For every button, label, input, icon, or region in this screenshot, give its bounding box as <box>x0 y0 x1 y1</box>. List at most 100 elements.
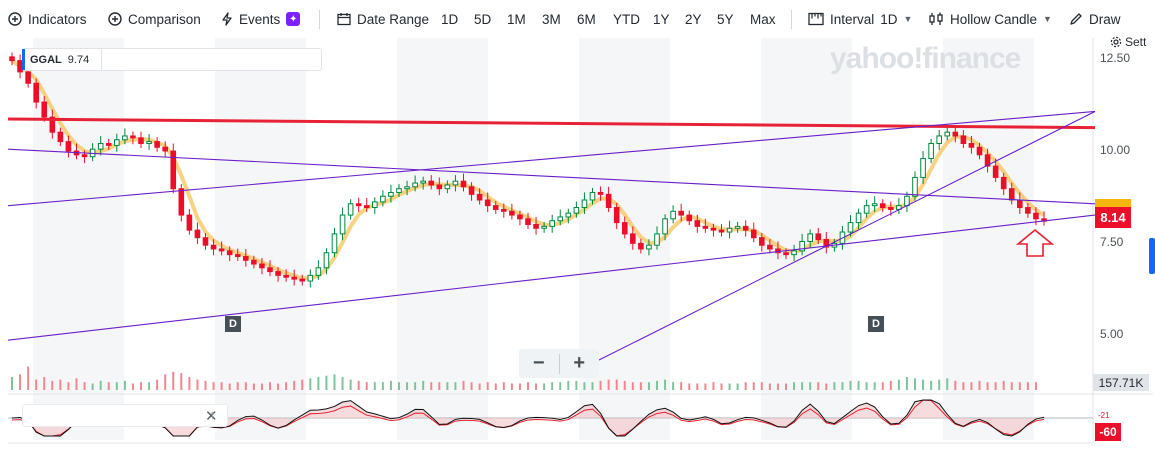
chart-type-button[interactable]: Hollow Candle ▼ <box>928 0 1052 38</box>
range-ytd[interactable]: YTD <box>613 11 640 27</box>
candle-body <box>750 229 757 239</box>
range-1m[interactable]: 1M <box>507 11 526 27</box>
volume-bar <box>994 382 997 390</box>
settings-button[interactable]: Sett <box>1110 35 1146 49</box>
candle-body <box>605 193 612 209</box>
candle-body <box>170 150 177 190</box>
volume-bar <box>712 382 715 390</box>
events-button[interactable]: Events ✦ <box>221 0 301 38</box>
arrow-annotation <box>1015 228 1055 257</box>
volume-bar <box>164 374 167 390</box>
candle-body <box>936 135 942 144</box>
volume-bar <box>252 383 255 390</box>
range-2y[interactable]: 2Y <box>685 11 702 27</box>
volume-bar <box>75 378 78 390</box>
volume-bar <box>793 382 796 390</box>
candle-body <box>339 214 346 235</box>
volume-bar <box>27 366 30 390</box>
candle-body <box>396 188 402 193</box>
candle-body <box>412 182 418 188</box>
volume-bar <box>43 377 46 390</box>
comparison-button[interactable]: Comparison <box>108 0 201 38</box>
volume-bar <box>615 379 618 390</box>
volume-bar <box>559 382 562 390</box>
volume-bar <box>236 382 239 390</box>
candle-body <box>243 256 249 261</box>
candle-body <box>81 154 88 158</box>
volume-bar <box>502 382 505 390</box>
candle-body <box>122 135 128 141</box>
candle-body <box>734 225 741 229</box>
candle-body <box>1017 199 1023 209</box>
volume-bar <box>381 382 384 390</box>
toolbar-divider <box>791 10 792 29</box>
volume-bar <box>688 383 691 390</box>
volume-bar <box>914 378 916 390</box>
volume-bar <box>148 382 151 390</box>
volume-bar <box>422 380 425 390</box>
candle-body <box>533 223 539 229</box>
candle-body <box>646 244 652 250</box>
range-5y[interactable]: 5Y <box>717 11 734 27</box>
candle-body <box>718 229 725 233</box>
volume-bar <box>607 379 610 390</box>
volume-bar <box>704 383 707 390</box>
volume-bar <box>1002 380 1005 390</box>
volume-bar <box>293 380 296 390</box>
range-3m[interactable]: 3M <box>542 11 561 27</box>
candle-body <box>678 210 684 216</box>
volume-bar <box>398 382 400 390</box>
volume-bar <box>494 383 497 390</box>
volume-bar <box>623 380 626 390</box>
volume-bar <box>115 382 118 390</box>
candle-body <box>928 142 934 160</box>
candle-body <box>557 216 564 222</box>
volume-bar <box>543 383 546 390</box>
interval-button[interactable]: Interval 1D ▼ <box>808 0 912 38</box>
draw-button[interactable]: Draw <box>1069 0 1121 38</box>
volume-bar <box>83 382 86 390</box>
volume-bar <box>470 382 473 390</box>
volume-bar <box>349 379 352 390</box>
volume-bar <box>639 382 642 390</box>
range-1y[interactable]: 1Y <box>653 11 670 27</box>
candle-body <box>372 201 378 209</box>
zoom-out-button[interactable]: − <box>532 352 545 374</box>
volume-bar <box>454 382 457 390</box>
y-axis-tick: 12.50 <box>1100 51 1131 65</box>
candle-body <box>420 180 426 184</box>
volume-bar <box>752 382 755 390</box>
range-5d[interactable]: 5D <box>474 11 492 27</box>
range-max[interactable]: Max <box>750 11 776 27</box>
trendline <box>7 110 1096 207</box>
volume-bar <box>978 380 981 390</box>
candle-body <box>807 233 813 242</box>
range-6m[interactable]: 6M <box>577 11 596 27</box>
candle-body <box>202 237 209 246</box>
volume-bar <box>430 382 433 390</box>
close-icon[interactable]: ✕ <box>205 408 218 425</box>
volume-bar <box>954 380 957 390</box>
candle-body <box>565 212 572 218</box>
zoom-in-button[interactable]: + <box>573 352 586 374</box>
range-1d[interactable]: 1D <box>441 11 459 27</box>
candle-body <box>944 131 951 137</box>
dividend-event-marker[interactable]: D <box>225 316 241 332</box>
resistance-line <box>7 117 1096 130</box>
volume-bar <box>107 382 110 390</box>
candle-body <box>702 225 709 229</box>
zoom-controls: − + <box>519 349 599 378</box>
candle-body <box>436 184 443 190</box>
volume-bar <box>930 380 933 390</box>
arrow-up-icon[interactable]: ↑ <box>209 407 216 422</box>
panel-resize-handle[interactable] <box>1149 238 1155 274</box>
lightning-icon <box>222 12 232 26</box>
indicators-button[interactable]: Indicators <box>8 0 87 38</box>
dividend-event-marker[interactable]: D <box>868 316 884 332</box>
pencil-icon <box>1070 13 1082 25</box>
date-range-button[interactable]: Date Range <box>337 0 429 38</box>
volume-bar <box>123 380 126 390</box>
volume-bar <box>535 383 538 390</box>
candle-body <box>541 225 547 229</box>
